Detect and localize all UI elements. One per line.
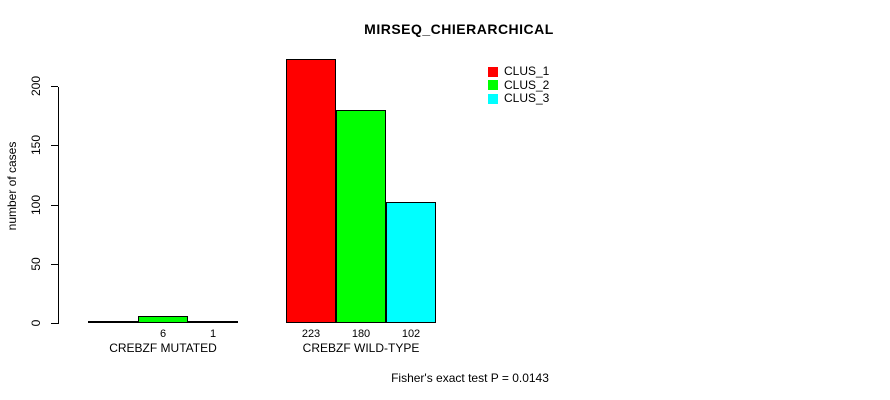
chart-title: MIRSEQ_CHIERARCHICAL: [364, 21, 554, 37]
bar-clus_3-group2: [386, 202, 436, 323]
legend-label: CLUS_3: [504, 91, 550, 106]
legend-label: CLUS_2: [504, 77, 550, 92]
legend-item: CLUS_2: [488, 77, 550, 93]
y-tick-label: 0: [29, 319, 43, 327]
bar-value-label: 6: [159, 328, 167, 340]
bar-value-label: 102: [401, 328, 421, 340]
legend-swatch-icon: [488, 66, 498, 77]
bar-clus_2-group1: [138, 316, 188, 323]
bar-clus_1-group1: [88, 321, 138, 323]
x-category-label: CREBZF MUTATED: [109, 341, 217, 355]
y-tick: [51, 323, 58, 324]
bar-value-label: 1: [209, 328, 217, 340]
y-tick-label: 50: [29, 257, 43, 271]
legend-swatch-icon: [488, 80, 498, 91]
legend-swatch-icon: [488, 93, 498, 104]
y-axis-label: number of cases: [5, 141, 19, 231]
bar-value-label: 223: [301, 328, 321, 340]
x-category-label: CREBZF WILD-TYPE: [302, 341, 420, 355]
legend-label: CLUS_1: [504, 64, 550, 79]
y-tick-label: 150: [29, 134, 43, 156]
y-tick: [51, 86, 58, 87]
bar-clus_1-group2: [286, 59, 336, 323]
y-tick: [51, 205, 58, 206]
legend-item: CLUS_1: [488, 65, 549, 79]
p-value-annotation: Fisher's exact test P = 0.0143: [391, 371, 549, 385]
y-tick-label: 200: [29, 75, 43, 97]
y-tick: [51, 264, 58, 265]
bar-clus_3-group1: [188, 321, 238, 323]
bar-clus_2-group2: [336, 110, 386, 323]
y-tick: [51, 145, 58, 146]
bar-value-label: 180: [351, 328, 371, 340]
legend-item: CLUS_3: [488, 92, 549, 106]
y-axis-line: [58, 87, 59, 324]
y-tick-label: 100: [29, 194, 43, 216]
legend: CLUS_1 CLUS_2 CLUS_3: [488, 65, 549, 106]
